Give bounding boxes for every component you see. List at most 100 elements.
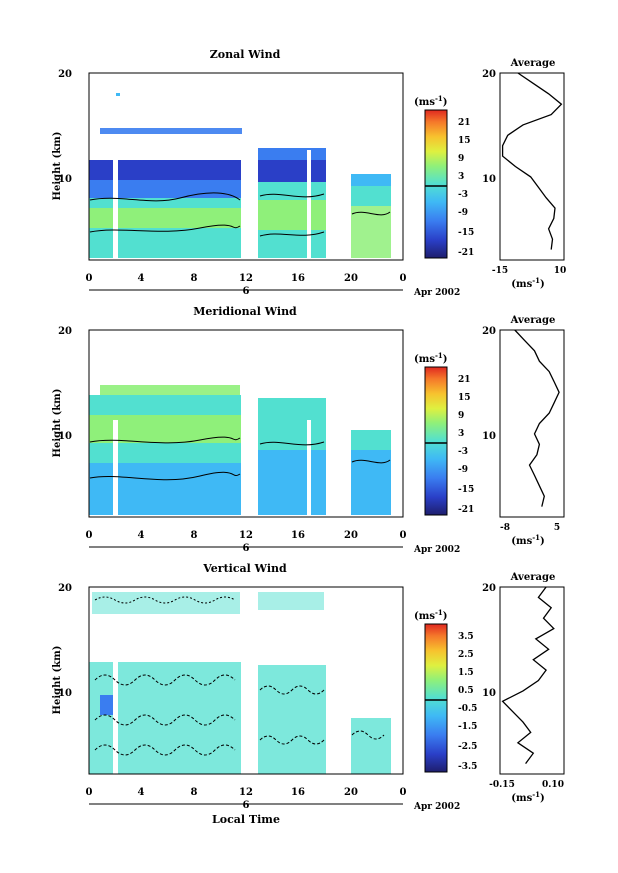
svg-text:16: 16 (291, 787, 305, 798)
svg-text:10: 10 (482, 431, 496, 442)
svg-text:-21: -21 (458, 505, 474, 515)
svg-text:-21: -21 (458, 248, 474, 258)
svg-text:-3: -3 (458, 447, 468, 457)
plot-frame (88, 329, 404, 518)
colorbar-ticks: 21 15 9 3 -3 -9 -15 -21 (458, 118, 474, 258)
date-label: Apr 2002 (413, 802, 460, 812)
svg-text:0: 0 (400, 273, 407, 284)
svg-text:8: 8 (191, 787, 198, 798)
svg-text:4: 4 (138, 530, 145, 541)
colorbar (424, 623, 448, 773)
svg-text:2.5: 2.5 (458, 650, 474, 660)
svg-text:20: 20 (344, 530, 358, 541)
colorbar-ticks: 3.5 2.5 1.5 0.5 -0.5 -1.5 -2.5 -3.5 (458, 632, 477, 772)
colorbar-ticks: 21 15 9 3 -3 -9 -15 -21 (458, 375, 474, 515)
svg-text:10: 10 (58, 688, 72, 699)
y-tick-20: 20 (58, 69, 72, 80)
svg-text:6: 6 (243, 800, 250, 811)
panel-zonal: Zonal Wind 20 10 He (52, 48, 566, 298)
svg-text:0: 0 (400, 787, 407, 798)
svg-text:0.10: 0.10 (542, 780, 564, 790)
y-axis-label: Height (km) (52, 389, 63, 458)
colorbar-unit: (ms-1) (414, 351, 447, 365)
svg-text:20: 20 (58, 326, 72, 337)
svg-text:-9: -9 (458, 465, 468, 475)
svg-text:0.5: 0.5 (458, 686, 474, 696)
svg-text:15: 15 (458, 136, 471, 146)
svg-text:21: 21 (458, 375, 471, 385)
svg-text:20: 20 (482, 583, 496, 594)
panel-vertical: Vertical Wind 20 10 Height (km) 0 4 8 12 16… (52, 562, 565, 826)
avg-xlabel: (ms-1) (511, 533, 544, 547)
colorbar-unit: (ms-1) (414, 94, 447, 108)
x-tick-labels: 0 4 8 12 16 20 0 (86, 530, 407, 541)
svg-text:8: 8 (191, 530, 198, 541)
avg-frame (499, 329, 565, 518)
svg-text:-1.5: -1.5 (458, 722, 477, 732)
svg-text:4: 4 (138, 273, 145, 284)
svg-text:9: 9 (458, 411, 464, 421)
avg-title: Average (510, 315, 556, 326)
svg-text:8: 8 (191, 273, 198, 284)
colorbar (424, 109, 448, 259)
svg-text:3: 3 (458, 429, 464, 439)
svg-text:4: 4 (138, 787, 145, 798)
svg-text:10: 10 (482, 688, 496, 699)
avg-profile-line (501, 72, 563, 250)
y-axis-label: Height (km) (52, 646, 63, 715)
plot-frame (88, 586, 404, 775)
svg-text:20: 20 (482, 326, 496, 337)
svg-text:-2.5: -2.5 (458, 742, 477, 752)
x-tick-labels: 0 4 8 12 16 20 0 (86, 787, 407, 798)
date-label: Apr 2002 (413, 545, 460, 555)
svg-text:12: 12 (239, 787, 253, 798)
y-axis-label: Height (km) (52, 132, 63, 201)
y-tick-10: 10 (58, 174, 72, 185)
svg-text:20: 20 (482, 69, 496, 80)
svg-text:-3.5: -3.5 (458, 762, 477, 772)
svg-text:-9: -9 (458, 208, 468, 218)
avg-profile-line (514, 329, 560, 507)
svg-text:10: 10 (482, 174, 496, 185)
plot-frame (88, 72, 404, 261)
svg-text:-15: -15 (458, 485, 474, 495)
svg-text:20: 20 (344, 787, 358, 798)
svg-text:6: 6 (243, 543, 250, 554)
svg-text:1.5: 1.5 (458, 668, 474, 678)
svg-text:3.5: 3.5 (458, 632, 474, 642)
heatmap-vertical (89, 592, 391, 774)
svg-text:9: 9 (458, 154, 464, 164)
svg-text:10: 10 (554, 266, 567, 276)
date-label: Apr 2002 (413, 288, 460, 298)
avg-title: Average (510, 58, 556, 69)
svg-text:-15: -15 (492, 266, 508, 276)
avg-xlabel: (ms-1) (511, 790, 544, 804)
svg-text:0: 0 (86, 787, 93, 798)
svg-text:21: 21 (458, 118, 471, 128)
svg-text:20: 20 (58, 583, 72, 594)
svg-text:0: 0 (400, 530, 407, 541)
heatmap-meridional (89, 385, 391, 515)
svg-text:-15: -15 (458, 228, 474, 238)
colorbar-unit: (ms-1) (414, 608, 447, 622)
svg-text:16: 16 (291, 530, 305, 541)
svg-text:-8: -8 (500, 523, 510, 533)
svg-text:-3: -3 (458, 190, 468, 200)
panel-title: Meridional Wind (193, 305, 297, 318)
x-axis-label: Local Time (212, 813, 280, 826)
panel-title: Zonal Wind (210, 48, 281, 61)
svg-text:16: 16 (291, 273, 305, 284)
heatmap-zonal (89, 93, 391, 258)
panel-meridional: Meridional Wind 20 10 Height (km) 0 4 8 12… (52, 305, 565, 555)
colorbar (424, 366, 448, 516)
svg-text:12: 12 (239, 273, 253, 284)
avg-title: Average (510, 572, 556, 583)
x-tick-labels: 0 4 8 12 16 20 0 (86, 273, 407, 284)
svg-text:20: 20 (344, 273, 358, 284)
svg-text:10: 10 (58, 431, 72, 442)
day-label: 6 (243, 286, 250, 297)
svg-text:0: 0 (86, 530, 93, 541)
panel-title: Vertical Wind (202, 562, 287, 575)
svg-text:-0.5: -0.5 (458, 704, 477, 714)
